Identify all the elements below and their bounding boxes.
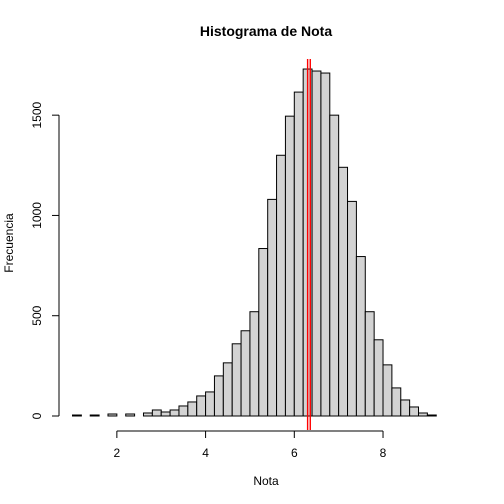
histogram-bar bbox=[293, 91, 304, 417]
histogram-bar bbox=[89, 414, 100, 417]
histogram-bar bbox=[205, 391, 215, 417]
x-tick-label: 2 bbox=[114, 446, 121, 460]
y-tick-label: 1500 bbox=[30, 101, 44, 128]
histogram-bar bbox=[347, 200, 357, 417]
histogram-bar bbox=[142, 412, 153, 417]
histogram-bar bbox=[213, 375, 224, 417]
histogram-bar bbox=[329, 114, 340, 417]
histogram-bar bbox=[382, 364, 393, 417]
histogram-bar bbox=[125, 413, 136, 417]
histogram-bar bbox=[338, 166, 349, 417]
histogram-bar bbox=[391, 387, 402, 417]
x-tick-label: 8 bbox=[380, 446, 387, 460]
histogram-bar bbox=[240, 330, 251, 417]
histogram-bar bbox=[267, 198, 278, 417]
x-axis-label: Nota bbox=[253, 474, 279, 488]
histogram-bar bbox=[311, 70, 322, 417]
histogram-bar bbox=[160, 411, 171, 417]
x-tick-label: 4 bbox=[202, 446, 209, 460]
y-axis-label: Frecuencia bbox=[2, 213, 16, 273]
histogram-bar bbox=[355, 256, 366, 417]
histogram-bars bbox=[72, 68, 437, 417]
y-tick-label: 0 bbox=[30, 412, 44, 419]
histogram-bar bbox=[222, 362, 233, 417]
histogram-bar bbox=[426, 414, 437, 417]
histogram-bar bbox=[276, 154, 286, 417]
histogram-bar bbox=[178, 405, 189, 417]
histogram-bar bbox=[418, 412, 428, 417]
histogram-bar bbox=[107, 413, 118, 417]
histogram-bar bbox=[169, 409, 180, 417]
y-tick-label: 500 bbox=[30, 305, 44, 325]
histogram-bar bbox=[409, 406, 420, 417]
x-tick-label: 6 bbox=[291, 446, 298, 460]
y-tick-label: 1000 bbox=[30, 202, 44, 229]
histogram-bar bbox=[231, 343, 242, 417]
histogram-bar bbox=[373, 339, 384, 417]
histogram-bar bbox=[196, 395, 207, 417]
histogram-bar bbox=[364, 311, 375, 417]
histogram-bar bbox=[284, 115, 295, 417]
x-axis: 2 4 6 8 bbox=[114, 430, 387, 460]
histogram-bar bbox=[258, 248, 269, 417]
histogram-bar bbox=[187, 401, 198, 417]
chart-title: Histograma de Nota bbox=[200, 23, 332, 39]
reference-lines bbox=[306, 59, 311, 430]
y-axis: 0 500 1000 1500 bbox=[30, 101, 60, 419]
histogram-bar bbox=[320, 72, 331, 417]
histogram-bar bbox=[72, 414, 82, 417]
histogram-bar bbox=[400, 399, 411, 417]
histogram-bar bbox=[151, 409, 162, 417]
histogram-bar bbox=[249, 311, 260, 417]
